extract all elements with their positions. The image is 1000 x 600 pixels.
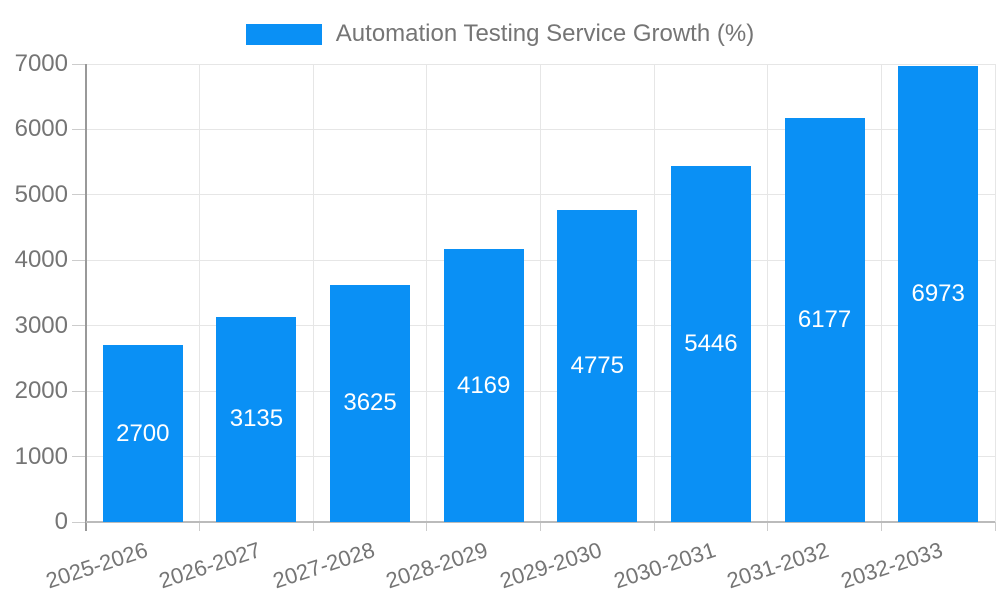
x-axis-tick-label: 2028-2029 xyxy=(383,537,492,594)
bar[interactable] xyxy=(557,209,638,522)
bar-value-label: 3625 xyxy=(343,389,397,417)
y-axis-tick xyxy=(72,259,86,261)
y-axis-tick xyxy=(72,390,86,392)
x-axis-line xyxy=(86,521,995,523)
bar[interactable] xyxy=(443,249,524,522)
x-axis-tick xyxy=(880,522,882,531)
v-gridline xyxy=(994,64,996,522)
x-axis-tick xyxy=(653,522,655,531)
bar[interactable] xyxy=(330,284,411,522)
bar-value-label: 6973 xyxy=(911,279,965,307)
y-axis-tick-label: 7000 xyxy=(14,50,68,77)
y-axis-tick-label: 1000 xyxy=(14,442,68,470)
v-gridline xyxy=(426,64,428,522)
x-axis-tick xyxy=(312,522,314,531)
bar-value-label: 4169 xyxy=(456,371,511,399)
bar[interactable] xyxy=(102,345,183,522)
v-gridline xyxy=(199,64,201,522)
y-axis-tick xyxy=(72,325,86,327)
y-axis-tick-label: 6000 xyxy=(14,115,68,143)
legend-label: Automation Testing Service Growth (%) xyxy=(335,20,755,47)
x-axis-tick-label: 2026-2027 xyxy=(156,537,264,594)
bar-value-label: 2700 xyxy=(116,419,170,447)
bar-value-label: 6177 xyxy=(797,305,852,333)
y-axis-tick xyxy=(72,128,86,130)
bar[interactable] xyxy=(670,165,751,522)
v-gridline xyxy=(767,64,769,522)
y-axis-line xyxy=(85,64,87,531)
x-axis-tick xyxy=(767,522,769,531)
x-axis-tick xyxy=(994,522,996,531)
y-axis-tick-label: 3000 xyxy=(14,311,68,339)
y-axis-tick-label: 0 xyxy=(54,508,68,535)
x-axis-tick-label: 2031-2032 xyxy=(724,537,832,594)
bar[interactable] xyxy=(216,316,297,522)
y-axis-tick-label: 5000 xyxy=(14,180,68,208)
x-axis-tick xyxy=(426,522,428,531)
bar-value-label: 5446 xyxy=(684,329,738,357)
x-axis-tick-label: 2027-2028 xyxy=(269,537,378,594)
bar-value-label: 4775 xyxy=(570,351,624,379)
x-axis-tick xyxy=(199,522,201,531)
y-axis-tick xyxy=(72,194,86,196)
y-axis-tick xyxy=(72,456,86,458)
x-axis-tick-label: 2025-2026 xyxy=(42,537,151,594)
v-gridline xyxy=(880,64,882,522)
v-gridline xyxy=(653,64,655,522)
y-axis-tick xyxy=(72,63,86,65)
bar[interactable] xyxy=(898,65,979,522)
legend[interactable]: Automation Testing Service Growth (%) xyxy=(0,20,1000,48)
v-gridline xyxy=(540,64,541,522)
x-axis-tick-label: 2032-2033 xyxy=(837,537,946,594)
x-axis-tick-label: 2030-2031 xyxy=(610,537,719,594)
y-axis-tick-label: 4000 xyxy=(14,246,68,274)
y-axis-tick-label: 2000 xyxy=(14,377,68,405)
x-axis-tick-label: 2029-2030 xyxy=(496,537,605,594)
v-gridline xyxy=(312,64,314,522)
x-axis-tick xyxy=(540,522,541,531)
bar[interactable] xyxy=(784,117,865,522)
bar-value-label: 3135 xyxy=(229,405,284,433)
y-axis-tick xyxy=(72,521,86,523)
legend-swatch xyxy=(245,23,322,45)
